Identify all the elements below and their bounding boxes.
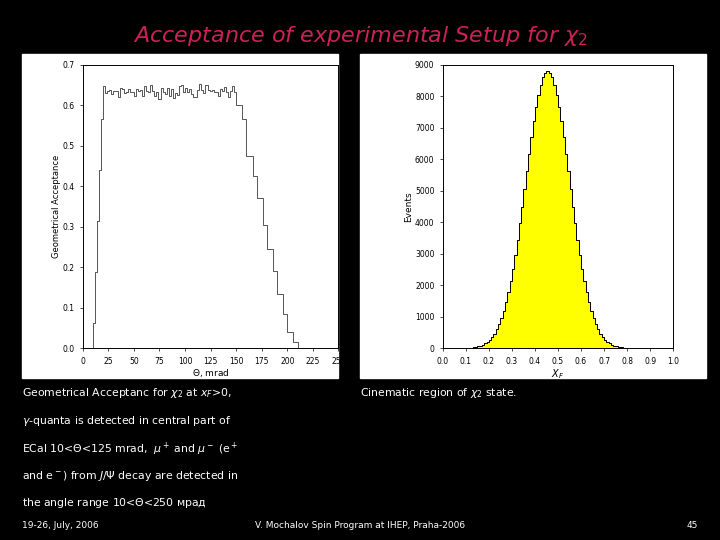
Text: Cinematic region of $\chi_2$ state.: Cinematic region of $\chi_2$ state. <box>360 386 517 400</box>
Text: V. Mochalov Spin Program at IHEP, Praha-2006: V. Mochalov Spin Program at IHEP, Praha-… <box>255 521 465 530</box>
Text: ECal 10<$\Theta$<125 mrad,  $\mu^+$ and $\mu^-$ (e$^+$: ECal 10<$\Theta$<125 mrad, $\mu^+$ and $… <box>22 441 238 458</box>
X-axis label: $\Theta$, mrad: $\Theta$, mrad <box>192 367 230 379</box>
X-axis label: $X_F$: $X_F$ <box>552 367 564 381</box>
Y-axis label: Events: Events <box>405 191 413 222</box>
Text: Geometrical Acceptanc for $\chi_2$ at $x_F$>0,: Geometrical Acceptanc for $\chi_2$ at $x… <box>22 386 231 400</box>
Text: $\gamma$-quanta is detected in central part of: $\gamma$-quanta is detected in central p… <box>22 414 231 428</box>
Text: Acceptance of experimental Setup for $\chi_2$: Acceptance of experimental Setup for $\c… <box>132 24 588 48</box>
Text: and e$^-$) from $J/\Psi$ decay are detected in: and e$^-$) from $J/\Psi$ decay are detec… <box>22 469 238 483</box>
Text: 45: 45 <box>687 521 698 530</box>
Y-axis label: Geometrical Acceptance: Geometrical Acceptance <box>52 155 61 258</box>
Text: 19-26, July, 2006: 19-26, July, 2006 <box>22 521 98 530</box>
Text: the angle range 10<$\Theta$<250 мрад: the angle range 10<$\Theta$<250 мрад <box>22 496 207 510</box>
